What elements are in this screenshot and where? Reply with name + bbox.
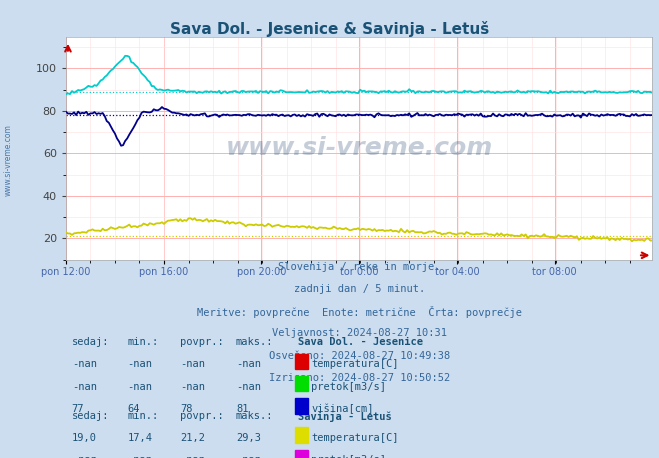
Text: temperatura[C]: temperatura[C] bbox=[311, 360, 399, 370]
Text: Sava Dol. - Jesenice: Sava Dol. - Jesenice bbox=[298, 337, 422, 347]
Text: -nan: -nan bbox=[236, 382, 261, 392]
Bar bbox=[295, 427, 308, 443]
Text: Osveženo: 2024-08-27 10:49:38: Osveženo: 2024-08-27 10:49:38 bbox=[268, 351, 450, 361]
Text: temperatura[C]: temperatura[C] bbox=[311, 433, 399, 443]
Text: -nan: -nan bbox=[181, 382, 205, 392]
Text: Slovenija / reke in morje.: Slovenija / reke in morje. bbox=[278, 262, 440, 272]
Text: Sava Dol. - Jesenice & Savinja - Letuš: Sava Dol. - Jesenice & Savinja - Letuš bbox=[170, 21, 489, 37]
Text: Savinja - Letuš: Savinja - Letuš bbox=[298, 411, 391, 422]
Text: 21,2: 21,2 bbox=[181, 433, 205, 443]
Text: sedaj:: sedaj: bbox=[72, 337, 109, 347]
Text: -nan: -nan bbox=[127, 360, 152, 370]
Text: -nan: -nan bbox=[72, 360, 97, 370]
Text: -nan: -nan bbox=[127, 455, 152, 458]
Text: maks.:: maks.: bbox=[236, 411, 273, 421]
Text: 77: 77 bbox=[72, 404, 84, 414]
Text: -nan: -nan bbox=[72, 382, 97, 392]
Text: min.:: min.: bbox=[127, 337, 159, 347]
Text: Meritve: povprečne  Enote: metrične  Črta: povprečje: Meritve: povprečne Enote: metrične Črta:… bbox=[196, 306, 522, 318]
Text: pretok[m3/s]: pretok[m3/s] bbox=[311, 382, 386, 392]
Text: 17,4: 17,4 bbox=[127, 433, 152, 443]
Text: povpr.:: povpr.: bbox=[181, 411, 224, 421]
Text: -nan: -nan bbox=[236, 455, 261, 458]
Text: sedaj:: sedaj: bbox=[72, 411, 109, 421]
Text: -nan: -nan bbox=[72, 455, 97, 458]
Text: min.:: min.: bbox=[127, 411, 159, 421]
Text: zadnji dan / 5 minut.: zadnji dan / 5 minut. bbox=[293, 284, 425, 294]
Text: 78: 78 bbox=[181, 404, 193, 414]
Text: povpr.:: povpr.: bbox=[181, 337, 224, 347]
Text: -nan: -nan bbox=[181, 455, 205, 458]
Text: Veljavnost: 2024-08-27 10:31: Veljavnost: 2024-08-27 10:31 bbox=[272, 328, 447, 338]
Text: -nan: -nan bbox=[236, 360, 261, 370]
Text: 19,0: 19,0 bbox=[72, 433, 97, 443]
Text: -nan: -nan bbox=[181, 360, 205, 370]
Text: www.si-vreme.com: www.si-vreme.com bbox=[225, 136, 493, 160]
Text: 64: 64 bbox=[127, 404, 140, 414]
Text: 81: 81 bbox=[236, 404, 248, 414]
Text: -nan: -nan bbox=[127, 382, 152, 392]
Bar bbox=[295, 376, 308, 392]
Text: Izrisano: 2024-08-27 10:50:52: Izrisano: 2024-08-27 10:50:52 bbox=[268, 373, 450, 383]
Bar bbox=[295, 354, 308, 369]
Text: višina[cm]: višina[cm] bbox=[311, 404, 374, 414]
Text: maks.:: maks.: bbox=[236, 337, 273, 347]
Bar bbox=[295, 398, 308, 414]
Bar bbox=[295, 450, 308, 458]
Text: pretok[m3/s]: pretok[m3/s] bbox=[311, 455, 386, 458]
Text: www.si-vreme.com: www.si-vreme.com bbox=[3, 125, 13, 196]
Text: 29,3: 29,3 bbox=[236, 433, 261, 443]
